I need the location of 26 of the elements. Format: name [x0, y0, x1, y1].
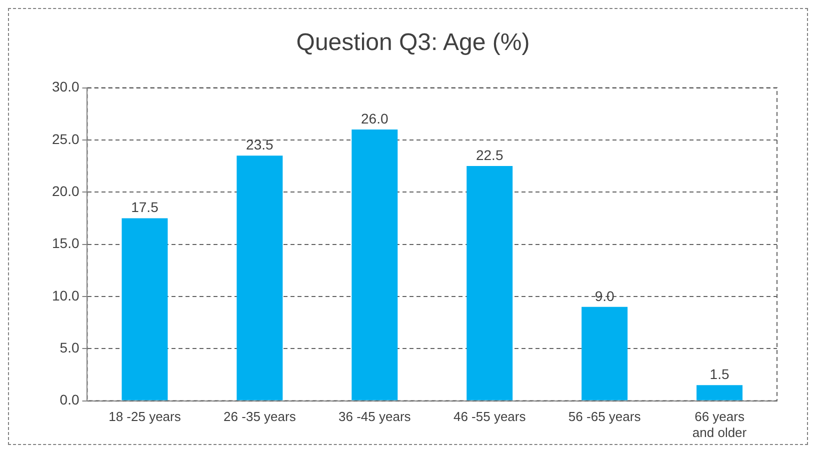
data-label: 26.0 [361, 110, 388, 126]
data-label: 23.5 [246, 136, 274, 152]
x-tick-label: 36 -45 years [338, 409, 412, 424]
x-tick-label: 46 -55 years [453, 409, 526, 424]
data-label: 1.5 [710, 366, 730, 382]
y-tick-label: 15.0 [52, 235, 80, 252]
bar [582, 306, 628, 400]
chart-title: Question Q3: Age (%) [296, 29, 530, 56]
bar [122, 218, 168, 400]
bar [696, 385, 743, 400]
bar [236, 156, 283, 400]
x-tick-label: 56 -65 years [568, 409, 642, 424]
y-tick-label: 30.0 [52, 78, 80, 95]
x-tick-label: 26 -35 years [224, 409, 296, 424]
data-label: 17.5 [131, 199, 159, 216]
y-tick-label: 0.0 [60, 392, 80, 408]
y-tick-label: 25.0 [52, 130, 80, 147]
bar [352, 130, 398, 400]
y-tick-label: 20.0 [52, 182, 80, 199]
y-tick-label: 5.0 [60, 339, 80, 356]
y-tick-label: 10.0 [52, 287, 80, 304]
x-tick-label: 18 -25 years [108, 409, 182, 424]
bar [466, 166, 513, 400]
x-tick-label: 66 years and older [692, 409, 748, 440]
data-label: 22.5 [476, 146, 504, 163]
data-label: 9.0 [594, 288, 615, 304]
